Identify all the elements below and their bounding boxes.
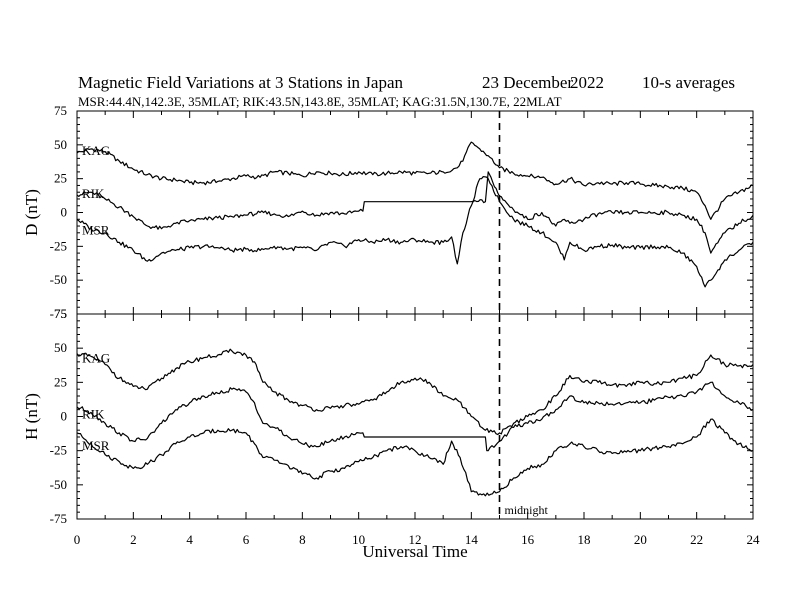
d-ytick-label: -25 <box>50 238 67 253</box>
chart-title-year: 2022 <box>570 73 604 92</box>
chart-title: Magnetic Field Variations at 3 Stations … <box>78 73 404 92</box>
d-ytick-label: -50 <box>50 272 67 287</box>
h-series-kag-line <box>76 348 754 436</box>
h-ytick-label: 50 <box>54 340 67 355</box>
h-ytick-label: 25 <box>54 374 67 389</box>
h-panel-series: KAG RIK MSR <box>76 348 754 497</box>
chart-title-averaging: 10-s averages <box>642 73 735 92</box>
d-ytick-label: 25 <box>54 171 67 186</box>
d-axis-label: D (nT) <box>22 189 41 236</box>
d-series-rik-label: RIK <box>82 186 105 201</box>
xtick-label: 4 <box>186 532 193 547</box>
h-ytick-label: 0 <box>61 409 68 424</box>
h-ytick-label: -25 <box>50 443 67 458</box>
xtick-label: 10 <box>352 532 365 547</box>
h-ytick-label: 75 <box>54 306 67 321</box>
x-axis-label: Universal Time <box>362 542 467 561</box>
d-panel-series: KAG RIK MSR <box>76 141 754 288</box>
xtick-label: 20 <box>634 532 647 547</box>
d-series-msr-line <box>76 176 754 288</box>
d-panel-ticks: -75 -50 -25 0 25 50 75 <box>50 103 754 321</box>
d-series-kag-line <box>76 141 754 220</box>
h-series-rik-label: RIK <box>82 406 105 421</box>
xtick-label: 0 <box>74 532 81 547</box>
xtick-label: 12 <box>409 532 422 547</box>
midnight-label: midnight <box>505 503 549 517</box>
d-ytick-label: 75 <box>54 103 67 118</box>
station-coordinates-subtitle: MSR:44.4N,142.3E, 35MLAT; RIK:43.5N,143.… <box>78 94 562 109</box>
h-series-kag-label: KAG <box>82 350 110 365</box>
xtick-label: 6 <box>243 532 250 547</box>
xtick-label: 24 <box>747 532 761 547</box>
h-series-msr-label: MSR <box>82 438 110 453</box>
h-ytick-label: -75 <box>50 511 67 526</box>
h-panel-frame <box>76 313 754 520</box>
h-ytick-label: -50 <box>50 477 67 492</box>
xtick-label: 2 <box>130 532 137 547</box>
d-ytick-label: 0 <box>61 205 68 220</box>
chart-title-date: 23 December <box>482 73 573 92</box>
h-series-msr-line <box>76 418 754 497</box>
d-ytick-label: -75 <box>50 306 67 321</box>
d-ytick-label: 50 <box>54 137 67 152</box>
xtick-label: 8 <box>299 532 306 547</box>
d-series-rik-line <box>76 171 754 254</box>
xtick-label: 14 <box>465 532 479 547</box>
xtick-label: 22 <box>690 532 703 547</box>
h-axis-label: H (nT) <box>22 393 41 440</box>
xtick-label: 16 <box>521 532 535 547</box>
xtick-label: 18 <box>578 532 591 547</box>
d-series-kag-label: KAG <box>82 143 110 158</box>
h-series-rik-line <box>76 381 754 452</box>
d-series-msr-label: MSR <box>82 223 110 238</box>
